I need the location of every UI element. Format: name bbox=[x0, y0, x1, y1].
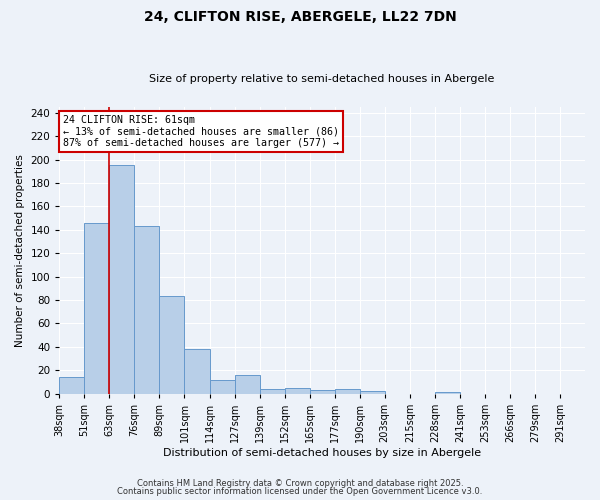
Bar bbox=[134, 226, 160, 394]
Bar bbox=[160, 296, 184, 394]
Bar bbox=[335, 389, 360, 394]
Bar bbox=[235, 375, 260, 394]
Bar bbox=[284, 388, 310, 394]
Bar bbox=[109, 166, 134, 394]
Text: Contains public sector information licensed under the Open Government Licence v3: Contains public sector information licen… bbox=[118, 487, 482, 496]
Title: Size of property relative to semi-detached houses in Abergele: Size of property relative to semi-detach… bbox=[149, 74, 495, 84]
Bar bbox=[209, 380, 235, 394]
Text: 24 CLIFTON RISE: 61sqm
← 13% of semi-detached houses are smaller (86)
87% of sem: 24 CLIFTON RISE: 61sqm ← 13% of semi-det… bbox=[63, 115, 339, 148]
X-axis label: Distribution of semi-detached houses by size in Abergele: Distribution of semi-detached houses by … bbox=[163, 448, 481, 458]
Bar bbox=[59, 377, 85, 394]
Text: Contains HM Land Registry data © Crown copyright and database right 2025.: Contains HM Land Registry data © Crown c… bbox=[137, 478, 463, 488]
Bar bbox=[310, 390, 335, 394]
Bar bbox=[184, 349, 209, 394]
Bar bbox=[360, 391, 385, 394]
Bar bbox=[85, 223, 109, 394]
Text: 24, CLIFTON RISE, ABERGELE, LL22 7DN: 24, CLIFTON RISE, ABERGELE, LL22 7DN bbox=[143, 10, 457, 24]
Bar bbox=[435, 392, 460, 394]
Y-axis label: Number of semi-detached properties: Number of semi-detached properties bbox=[15, 154, 25, 346]
Bar bbox=[260, 389, 284, 394]
